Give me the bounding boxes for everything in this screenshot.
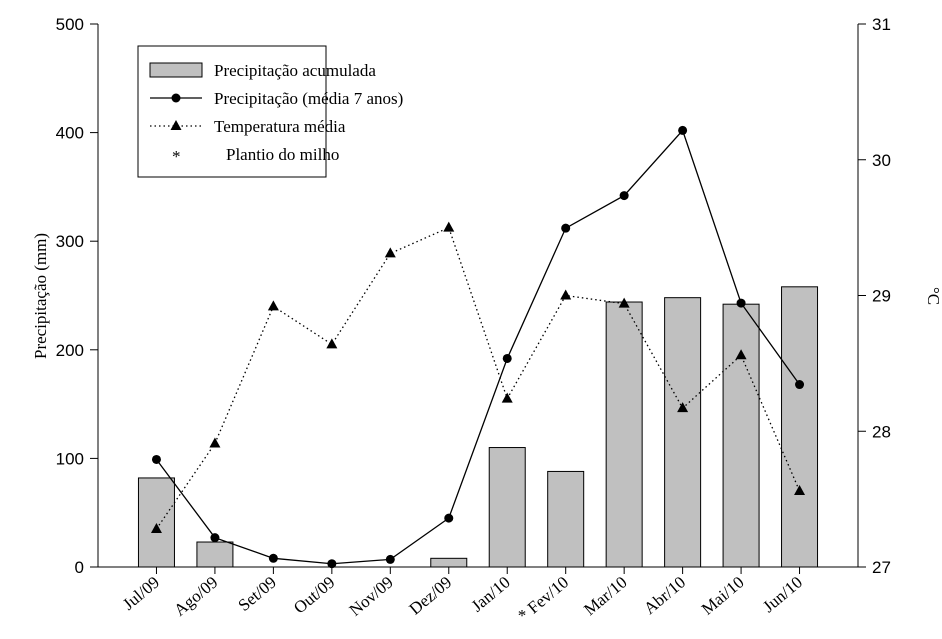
point [561,223,571,233]
y-tick-label: 200 [56,341,84,360]
point [209,437,221,448]
point [502,353,512,363]
y2-axis-label: °C [924,287,942,305]
x-tick-label: Mai/10 [698,573,748,619]
point [385,554,395,564]
y-axis-label: Precipitação (mm) [31,233,50,359]
y2-tick-label: 28 [872,422,891,441]
point [443,221,455,232]
x-tick-label: Jan/10 [468,573,514,616]
planting-marker: * [518,606,527,625]
x-tick-label: Dez/09 [406,573,456,619]
bar [196,541,234,568]
x-tick-label: Out/09 [290,573,338,618]
x-tick-label: Jun/10 [759,573,806,617]
point [326,338,338,349]
legend-marker: * [172,147,181,166]
y-tick-label: 500 [56,15,84,34]
legend-label: Plantio do milho [226,145,339,164]
x-tick-label: Abr/10 [640,573,689,619]
point [501,392,513,403]
x-tick-label: Set/09 [234,573,279,615]
point [150,522,162,533]
x-tick-label: Nov/09 [346,573,397,620]
bar [430,557,468,568]
bar [137,477,175,568]
x-tick-label: Fev/10 [524,573,572,618]
bar [488,447,526,568]
point [619,191,629,201]
legend-swatch [149,62,203,78]
y2-tick-label: 30 [872,151,891,170]
bar [547,470,585,568]
bar [664,297,702,568]
point [444,513,454,523]
point [210,533,220,543]
point [794,484,806,495]
point [267,300,279,311]
y-tick-label: 300 [56,232,84,251]
x-tick-label: Jul/09 [119,573,163,614]
bar [781,286,819,568]
x-tick-label: Ago/09 [170,573,221,620]
y-tick-label: 100 [56,449,84,468]
x-tick-label: Mar/10 [580,573,631,620]
line [155,226,801,530]
y-tick-label: 400 [56,124,84,143]
point [795,380,805,390]
point [736,298,746,308]
point [618,297,630,308]
point [560,289,572,300]
point [327,559,337,569]
bar [605,301,643,568]
legend-label: Precipitação (média 7 anos) [214,89,403,108]
legend-marker [170,120,182,130]
point [151,454,161,464]
y-tick-label: 0 [75,558,84,577]
line [155,129,801,565]
legend-label: Temperatura média [214,117,346,136]
point [384,247,396,258]
bar [722,303,760,568]
y2-tick-label: 27 [872,558,891,577]
point [735,349,747,360]
legend-marker [171,93,181,103]
y2-tick-label: 31 [872,15,891,34]
point [678,125,688,135]
y2-tick-label: 29 [872,287,891,306]
point [268,553,278,563]
point [677,402,689,413]
legend-label: Precipitação acumulada [214,61,376,80]
